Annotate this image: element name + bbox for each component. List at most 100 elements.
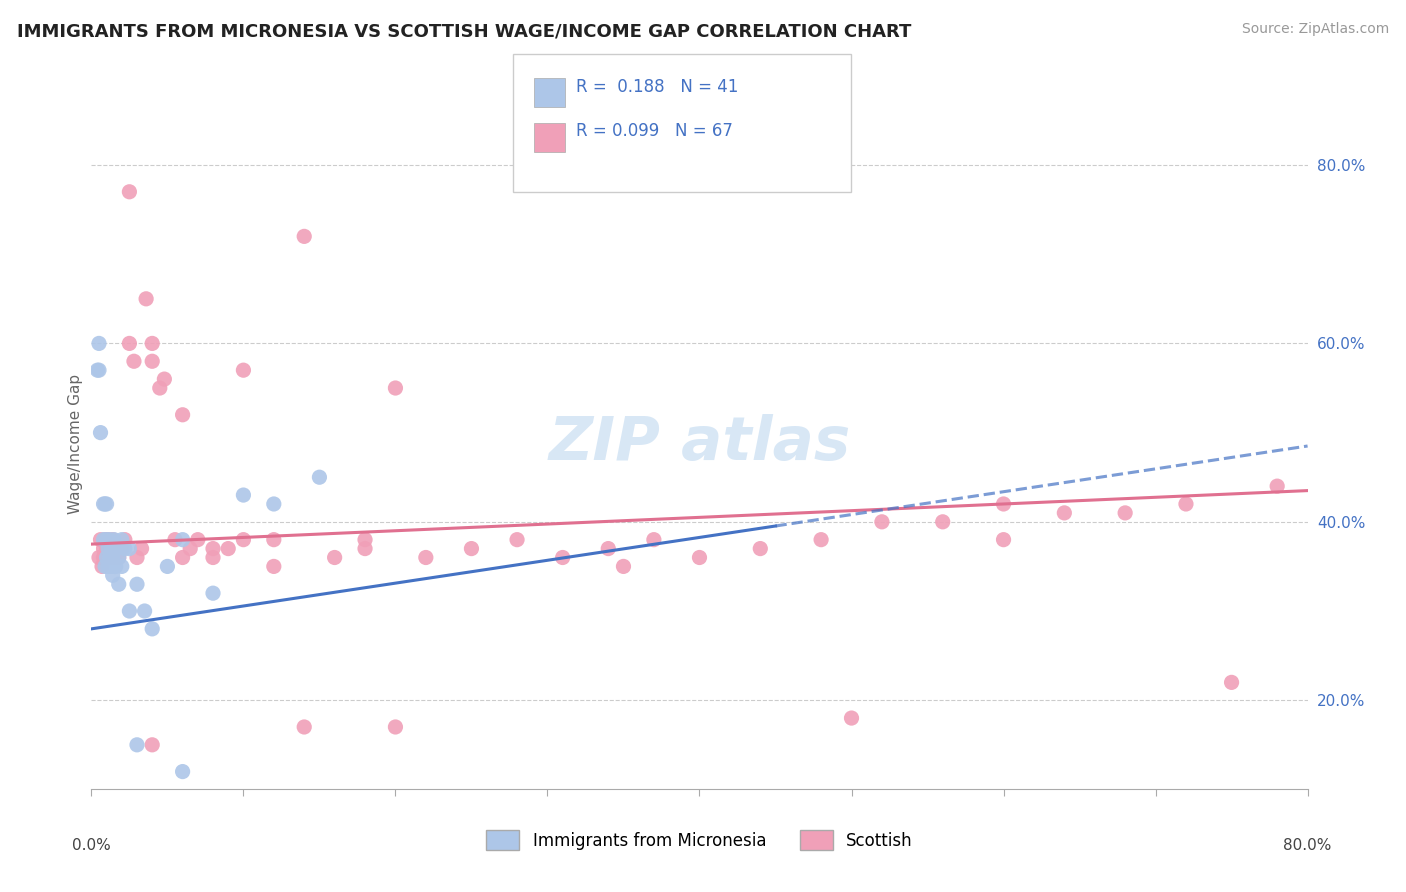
Point bbox=[104, 559, 127, 574]
Point bbox=[1265, 479, 1288, 493]
Point bbox=[612, 559, 634, 574]
Point bbox=[96, 533, 118, 547]
Point bbox=[153, 372, 176, 386]
Point bbox=[232, 533, 254, 547]
Point bbox=[93, 533, 115, 547]
Y-axis label: Wage/Income Gap: Wage/Income Gap bbox=[67, 374, 83, 514]
Point bbox=[810, 533, 832, 547]
Point bbox=[323, 550, 346, 565]
Point bbox=[86, 363, 108, 377]
Point bbox=[101, 550, 124, 565]
Point bbox=[104, 541, 127, 556]
Point bbox=[93, 550, 115, 565]
Point bbox=[96, 550, 118, 565]
Point bbox=[96, 541, 118, 556]
Point bbox=[103, 533, 125, 547]
Point bbox=[149, 381, 172, 395]
Text: ZIP atlas: ZIP atlas bbox=[548, 414, 851, 474]
Legend: Immigrants from Micronesia, Scottish: Immigrants from Micronesia, Scottish bbox=[479, 823, 920, 857]
Point bbox=[98, 550, 121, 565]
Point bbox=[93, 541, 115, 556]
Point bbox=[122, 354, 145, 368]
Point bbox=[163, 533, 186, 547]
Point bbox=[125, 577, 148, 591]
Point bbox=[156, 559, 179, 574]
Point bbox=[263, 497, 285, 511]
Point bbox=[98, 533, 121, 547]
Point bbox=[598, 541, 620, 556]
Point bbox=[870, 515, 893, 529]
Point bbox=[98, 550, 121, 565]
Point bbox=[232, 488, 254, 502]
Point bbox=[415, 550, 437, 565]
Point bbox=[931, 515, 953, 529]
Point bbox=[172, 533, 194, 547]
Point bbox=[179, 541, 201, 556]
Point bbox=[114, 533, 136, 547]
Point bbox=[118, 541, 141, 556]
Point bbox=[118, 604, 141, 618]
Point bbox=[104, 541, 127, 556]
Text: 80.0%: 80.0% bbox=[1284, 838, 1331, 854]
Point bbox=[125, 550, 148, 565]
Point bbox=[100, 541, 122, 556]
Point bbox=[1174, 497, 1197, 511]
Point bbox=[172, 408, 194, 422]
Point bbox=[114, 541, 136, 556]
Point bbox=[107, 577, 129, 591]
Point bbox=[94, 497, 117, 511]
Point bbox=[91, 559, 114, 574]
Point bbox=[125, 738, 148, 752]
Point bbox=[187, 533, 209, 547]
Point bbox=[103, 550, 125, 565]
Text: Source: ZipAtlas.com: Source: ZipAtlas.com bbox=[1241, 22, 1389, 37]
Text: R = 0.099   N = 67: R = 0.099 N = 67 bbox=[576, 122, 734, 140]
Point bbox=[118, 185, 141, 199]
Point bbox=[506, 533, 529, 547]
Point bbox=[87, 550, 110, 565]
Point bbox=[141, 354, 163, 368]
Point bbox=[97, 533, 120, 547]
Point bbox=[97, 559, 120, 574]
Point bbox=[107, 550, 129, 565]
Point bbox=[551, 550, 574, 565]
Point bbox=[107, 550, 129, 565]
Point bbox=[263, 559, 285, 574]
Point bbox=[135, 292, 157, 306]
Point bbox=[202, 586, 225, 600]
Point bbox=[232, 363, 254, 377]
Point bbox=[141, 336, 163, 351]
Point bbox=[172, 550, 194, 565]
Point bbox=[354, 541, 377, 556]
Point bbox=[111, 533, 134, 547]
Point bbox=[202, 550, 225, 565]
Point bbox=[993, 497, 1015, 511]
Text: R =  0.188   N = 41: R = 0.188 N = 41 bbox=[576, 78, 738, 95]
Text: IMMIGRANTS FROM MICRONESIA VS SCOTTISH WAGE/INCOME GAP CORRELATION CHART: IMMIGRANTS FROM MICRONESIA VS SCOTTISH W… bbox=[17, 22, 911, 40]
Point bbox=[384, 381, 406, 395]
Point bbox=[841, 711, 863, 725]
Point bbox=[141, 738, 163, 752]
Point bbox=[89, 533, 111, 547]
Point bbox=[354, 533, 377, 547]
Point bbox=[292, 720, 315, 734]
Point bbox=[688, 550, 710, 565]
Point bbox=[172, 764, 194, 779]
Point bbox=[1053, 506, 1076, 520]
Point bbox=[94, 559, 117, 574]
Point bbox=[94, 533, 117, 547]
Point bbox=[292, 229, 315, 244]
Point bbox=[111, 541, 134, 556]
Point bbox=[749, 541, 772, 556]
Point bbox=[217, 541, 239, 556]
Point bbox=[263, 533, 285, 547]
Point bbox=[111, 559, 134, 574]
Point bbox=[87, 336, 110, 351]
Point bbox=[96, 550, 118, 565]
Point bbox=[643, 533, 665, 547]
Point bbox=[89, 425, 111, 440]
Point bbox=[101, 533, 124, 547]
Point bbox=[202, 541, 225, 556]
Point bbox=[460, 541, 482, 556]
Point bbox=[96, 497, 118, 511]
